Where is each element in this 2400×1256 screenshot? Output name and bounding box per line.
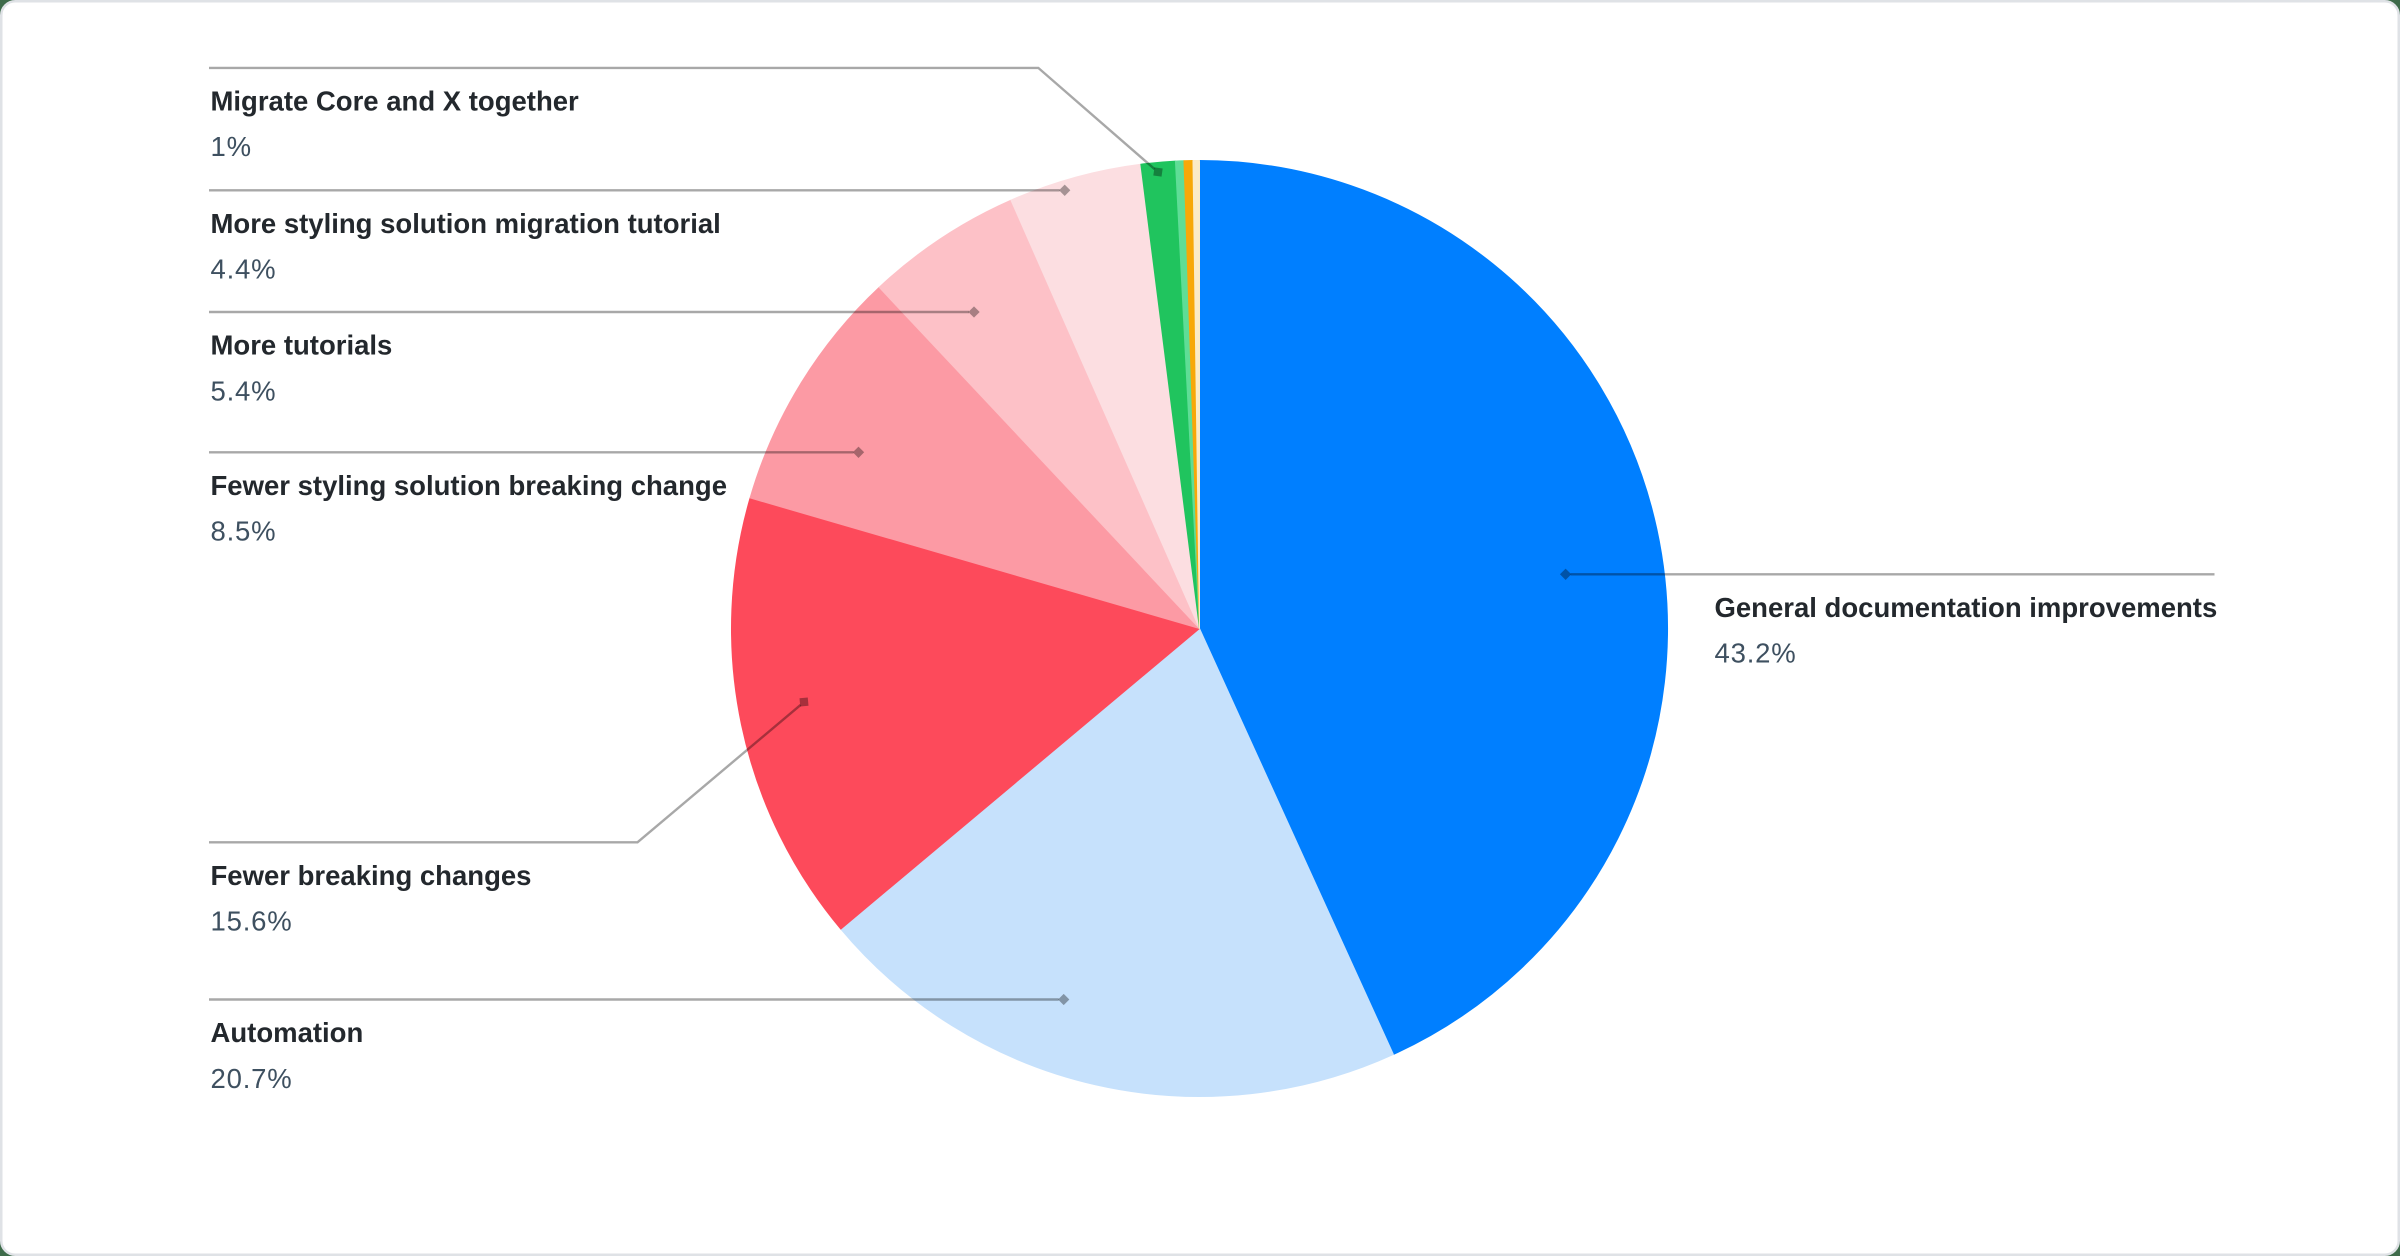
svg-text:43.2%: 43.2%	[1715, 638, 1797, 669]
svg-text:Fewer styling solution breakin: Fewer styling solution breaking change	[211, 470, 727, 501]
svg-text:4.4%: 4.4%	[211, 254, 277, 285]
svg-text:General documentation improvem: General documentation improvements	[1715, 592, 2218, 623]
svg-text:More styling solution migratio: More styling solution migration tutorial	[211, 208, 721, 239]
svg-text:1%: 1%	[211, 131, 252, 162]
svg-text:More tutorials: More tutorials	[211, 330, 393, 361]
svg-text:Automation: Automation	[211, 1017, 364, 1048]
svg-text:Migrate Core and X together: Migrate Core and X together	[211, 85, 580, 116]
svg-text:15.6%: 15.6%	[211, 906, 293, 937]
svg-text:20.7%: 20.7%	[211, 1063, 293, 1094]
svg-text:8.5%: 8.5%	[211, 516, 277, 547]
svg-text:5.4%: 5.4%	[211, 375, 277, 406]
svg-text:Fewer breaking changes: Fewer breaking changes	[211, 860, 532, 891]
